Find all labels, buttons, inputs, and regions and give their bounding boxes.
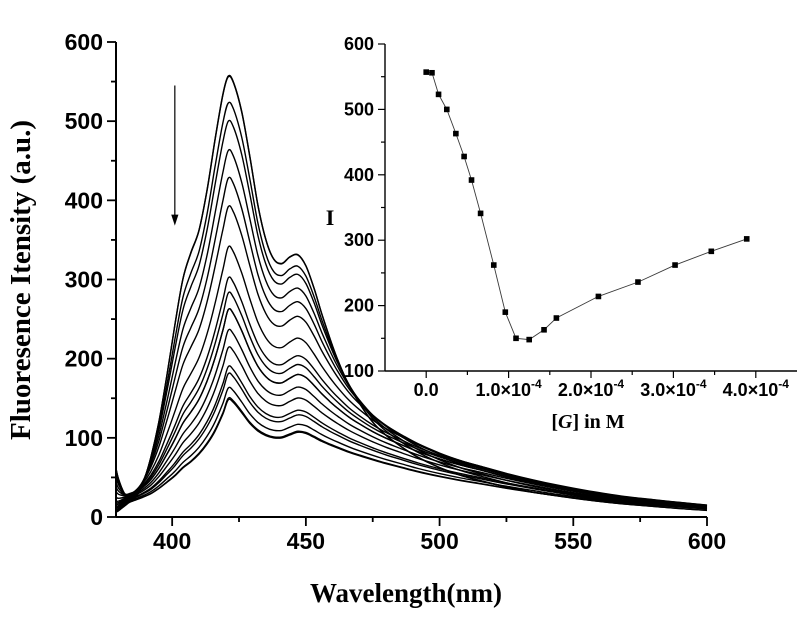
main-x-tick-label: 450 <box>287 528 325 554</box>
data-point-marker <box>468 177 475 183</box>
data-point-marker <box>672 262 678 268</box>
data-point-marker <box>526 336 532 343</box>
inset-x-axis-title: [G] in M <box>551 411 624 433</box>
inset-x-tick-label: 4.0×10-4 <box>723 377 790 400</box>
data-point-marker <box>453 130 459 137</box>
main-y-tick-label: 300 <box>65 267 103 293</box>
data-point-marker <box>708 248 715 255</box>
inset-y-tick-label: 100 <box>344 361 374 381</box>
inset-x-tick-label: 3.0×10-4 <box>640 377 707 400</box>
data-point-marker <box>435 91 442 98</box>
main-x-tick-label: 600 <box>688 528 726 554</box>
main-tick-labels: 0 100 200 300 400 500 600 400 450 500 550 600 <box>65 29 727 554</box>
data-point-marker <box>477 210 484 217</box>
data-point-marker <box>635 279 641 285</box>
main-x-tick-label: 400 <box>153 528 191 554</box>
inset-y-axis-title: I <box>326 205 335 230</box>
spectrum-curve <box>115 372 708 512</box>
arrow-head <box>171 214 179 226</box>
data-point-marker <box>444 106 450 113</box>
data-point-marker <box>541 326 547 333</box>
main-y-tick-label: 500 <box>65 108 103 134</box>
spectrum-curve <box>115 386 708 513</box>
spectrum-curve <box>115 101 708 510</box>
main-x-tick-label: 500 <box>420 528 458 554</box>
data-point-marker <box>423 69 429 75</box>
spectrum-curve <box>115 308 708 507</box>
data-point-marker <box>743 236 750 242</box>
main-x-axis-title: Wavelength(nm) <box>310 578 502 608</box>
spectrum-curve <box>115 119 708 509</box>
inset-y-tick-label: 400 <box>344 165 374 185</box>
main-y-tick-label: 400 <box>65 187 103 213</box>
inset-tick-labels: 100 200 300 400 500 600 0.0 1.0×10-4 2.0×10-4 3.0… <box>344 34 789 400</box>
main-y-tick-label: 600 <box>65 29 103 55</box>
spectrum-curve <box>115 245 708 506</box>
spectrum-curve <box>115 308 708 507</box>
spectrum-curve <box>115 276 708 506</box>
inset-y-tick-label: 200 <box>344 296 374 316</box>
inset-x-tick-label: 0.0 <box>414 380 439 400</box>
inset-y-tick-label: 600 <box>344 34 374 54</box>
inset-y-tick-label: 500 <box>344 99 374 119</box>
inset-x-tick-label: 2.0×10-4 <box>558 377 625 400</box>
decrease-arrow <box>171 85 179 226</box>
data-point-marker <box>595 293 602 300</box>
inset-y-tick-label: 300 <box>344 230 374 250</box>
inset-x-tick-label: 1.0×10-4 <box>475 377 542 400</box>
main-y-axis-title: Fluoresence Itensity (a.u.) <box>5 120 37 440</box>
main-x-tick-label: 550 <box>554 528 592 554</box>
inset-scatter-series <box>423 69 750 343</box>
main-axes <box>107 41 708 526</box>
spectrum-curve <box>115 291 708 507</box>
data-point-marker <box>429 69 435 76</box>
main-y-tick-label: 100 <box>65 425 103 451</box>
inset-axes <box>378 43 797 378</box>
spectrum-curve <box>115 346 708 509</box>
main-spectra-curves <box>115 74 708 513</box>
inset-plot: 100 200 300 400 500 600 0.0 1.0×10-4 2.0×10-4 3.0… <box>344 34 797 400</box>
spectrum-curve <box>115 398 708 513</box>
data-point-marker <box>553 315 560 321</box>
spectrum-curve <box>115 328 708 508</box>
data-point-marker <box>513 335 519 342</box>
main-y-tick-label: 200 <box>65 346 103 372</box>
spectrum-curve <box>115 365 708 511</box>
data-point-marker <box>461 153 467 160</box>
main-y-tick-label: 0 <box>90 504 103 530</box>
data-point-marker <box>490 262 497 268</box>
isotherm-line <box>426 71 747 341</box>
data-point-marker <box>502 309 509 315</box>
